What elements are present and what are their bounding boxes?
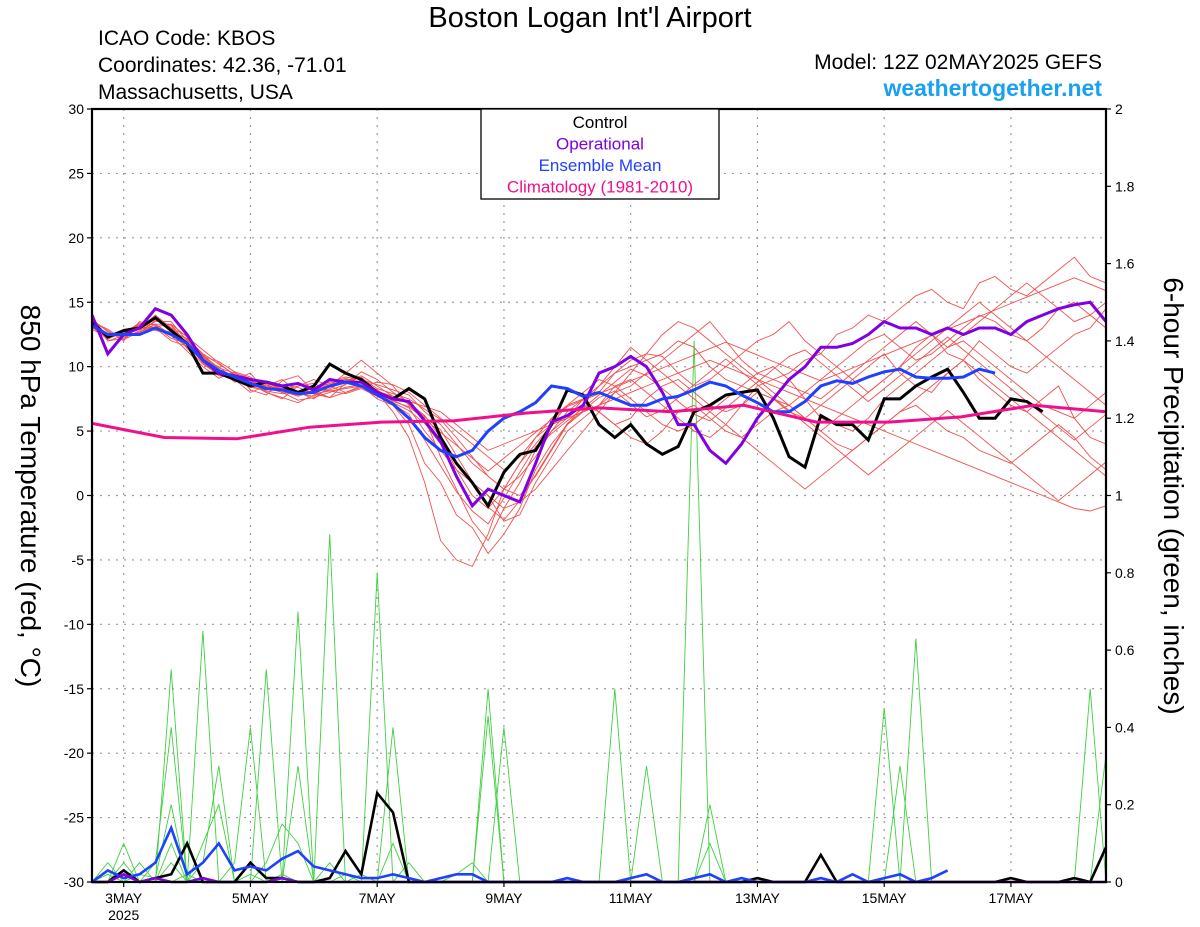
- y-tick-label-left: 10: [68, 359, 84, 375]
- precip-member-line: [92, 669, 1106, 884]
- x-tick-label: 7MAY: [359, 890, 397, 906]
- precip-member-line: [92, 611, 1106, 884]
- precip-member-line: [92, 754, 1107, 883]
- legend-item: Ensemble Mean: [539, 156, 662, 175]
- y-tick-label-left: 30: [68, 101, 84, 117]
- temp-members: [91, 256, 1107, 567]
- x-tick-sublabel: 2025: [108, 907, 139, 923]
- y-tick-label-left: 15: [68, 294, 84, 310]
- x-tick-label: 13MAY: [735, 890, 781, 906]
- legend-item: Climatology (1981-2010): [507, 178, 693, 197]
- y-tick-label-left: 5: [76, 423, 84, 439]
- y-tick-label-right: 1: [1115, 488, 1123, 504]
- chart-title: Boston Logan Int'l Airport: [428, 2, 752, 34]
- icao-code: ICAO Code: KBOS: [98, 27, 276, 50]
- y-tick-label-left: -20: [64, 745, 84, 761]
- y-tick-label-right: 1.8: [1115, 178, 1135, 194]
- temp-member-line: [91, 318, 1107, 525]
- region: Massachusetts, USA: [98, 81, 293, 104]
- temp-member-line: [91, 282, 1107, 522]
- temp-series-ensemble-mean: [91, 324, 996, 459]
- temp-member-line: [91, 317, 1107, 555]
- y-tick-label-left: -10: [64, 616, 84, 632]
- y-tick-label-left: 25: [68, 165, 84, 181]
- legend-item: Control: [573, 113, 628, 132]
- x-tick-label: 5MAY: [232, 890, 270, 906]
- model-label: Model: 12Z 02MAY2025 GEFS: [814, 51, 1102, 74]
- precip-member-line: [92, 534, 1106, 883]
- y-tick-label-right: 0: [1115, 874, 1123, 890]
- legend-item: Operational: [556, 135, 644, 154]
- x-tick-label: 15MAY: [862, 890, 908, 906]
- precip-member-line: [92, 638, 1106, 883]
- y-tick-label-left: 0: [76, 488, 84, 504]
- grid: [92, 109, 1106, 882]
- precip-member-line: [92, 669, 1106, 883]
- y-tick-label-left: 20: [68, 230, 84, 246]
- y-tick-label-right: 0.8: [1115, 565, 1135, 581]
- temp-member-line: [91, 323, 1107, 512]
- y-tick-label-right: 2: [1115, 101, 1123, 117]
- temp-member-line: [91, 319, 1107, 510]
- x-tick-label: 9MAY: [485, 890, 523, 906]
- precip-series-ensemble-mean: [91, 824, 949, 884]
- precip-member-line: [92, 688, 1107, 883]
- precip-member-line: [91, 572, 1106, 884]
- y-tick-label-right: 0.2: [1115, 797, 1135, 813]
- x-tick-label: 3MAY: [105, 890, 143, 906]
- y-tick-label-left: -30: [64, 874, 84, 890]
- y-tick-label-right: 0.6: [1115, 642, 1135, 658]
- x-tick-label: 11MAY: [609, 890, 653, 906]
- temp-series-climatology-: [91, 403, 1107, 441]
- x-tick-label: 17MAY: [989, 890, 1035, 906]
- temp-series-operational: [90, 300, 1108, 509]
- y-tick-label-right: 1.6: [1115, 256, 1135, 272]
- site-link[interactable]: weathertogether.net: [883, 75, 1102, 101]
- y-tick-label-right: 1.4: [1115, 333, 1135, 349]
- main-series: [90, 300, 1108, 884]
- y-tick-label-right: 1.2: [1115, 410, 1135, 426]
- y-tick-label-left: -5: [72, 552, 85, 568]
- y-tick-label-left: -15: [64, 681, 84, 697]
- coordinates: Coordinates: 42.36, -71.01: [98, 54, 347, 77]
- y-tick-label-left: -25: [64, 810, 84, 826]
- y-tick-label-right: 0.4: [1115, 719, 1135, 735]
- precip-member-line: [92, 708, 1106, 883]
- axes: 302520151050-5-10-15-20-25-3021.81.61.41…: [64, 101, 1135, 923]
- legend-box: [480, 108, 720, 200]
- legend: Control Operational Ensemble Mean Climatolo…: [480, 108, 720, 200]
